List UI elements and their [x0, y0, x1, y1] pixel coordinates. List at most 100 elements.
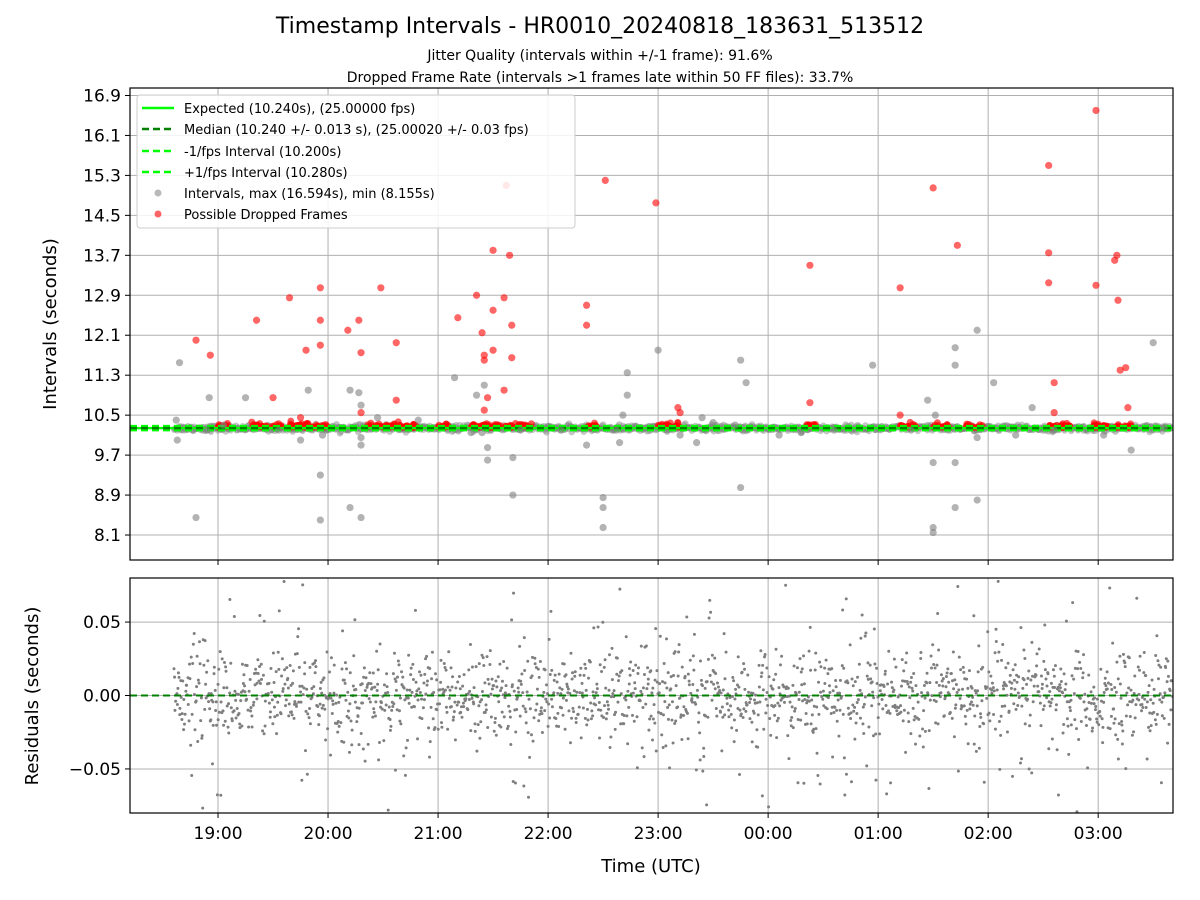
residual-point [1144, 674, 1148, 678]
residual-point [480, 653, 484, 657]
residual-point [321, 703, 325, 707]
residual-point [305, 687, 309, 691]
residual-point [179, 695, 183, 699]
residual-point [987, 711, 991, 715]
residual-point [332, 691, 336, 695]
residual-point [239, 699, 243, 703]
residual-point [285, 666, 289, 670]
residual-point [831, 689, 835, 693]
residual-point [715, 714, 719, 718]
residual-point [1158, 698, 1162, 702]
residual-point [499, 725, 503, 729]
residual-point [1127, 656, 1131, 660]
residual-point [921, 727, 925, 731]
residual-point [565, 685, 569, 689]
residual-point [683, 674, 687, 678]
residual-point [263, 699, 267, 703]
residual-point [418, 670, 422, 674]
residual-point [1044, 677, 1048, 681]
residual-point [648, 717, 652, 721]
residual-point [411, 677, 415, 681]
residual-point [329, 656, 333, 660]
residual-point [335, 693, 339, 697]
interval-outlier-point [830, 426, 838, 434]
residual-point [1051, 668, 1055, 672]
residual-point [664, 637, 668, 641]
residual-point [644, 644, 648, 648]
residual-point [318, 686, 322, 690]
residual-point [792, 664, 796, 668]
residual-point [595, 682, 599, 686]
residual-point [659, 712, 663, 716]
residual-point [555, 680, 559, 684]
residual-point [658, 634, 662, 638]
residual-point [808, 625, 812, 629]
residuals-plot-area [130, 536, 1173, 813]
residual-point [724, 536, 727, 539]
residual-point [216, 718, 220, 722]
residual-point [1127, 686, 1131, 690]
residual-point [838, 691, 842, 695]
residual-point [798, 657, 802, 661]
residual-point [258, 681, 262, 685]
residual-point [871, 734, 875, 738]
residual-point [687, 683, 691, 687]
residual-point [909, 732, 913, 736]
residual-point [508, 715, 512, 719]
residual-point [1079, 666, 1083, 670]
residual-point [177, 675, 181, 679]
residual-point [894, 665, 898, 669]
residual-point [996, 579, 1000, 583]
residual-point [457, 700, 461, 704]
residual-point [766, 703, 770, 707]
residual-point [331, 702, 335, 706]
interval-outlier-point [173, 436, 181, 444]
residual-point [469, 729, 473, 733]
residual-point [273, 715, 277, 719]
residual-point [814, 727, 818, 731]
residual-point [1157, 663, 1161, 667]
residual-point [750, 740, 754, 744]
residual-point [1042, 659, 1046, 663]
residual-point [260, 677, 264, 681]
residual-point [818, 660, 822, 664]
residual-point [1133, 716, 1137, 720]
residual-point [692, 632, 696, 636]
residual-point [558, 686, 562, 690]
interval-outlier-point [219, 421, 228, 429]
residual-point [280, 657, 284, 661]
residual-point [968, 702, 972, 706]
residual-point [723, 713, 727, 717]
residual-point [817, 712, 821, 716]
residual-point [1085, 707, 1089, 711]
residual-point [982, 722, 986, 726]
residual-point [209, 692, 213, 696]
residual-point [568, 741, 572, 745]
residual-point [878, 689, 882, 693]
residual-point [642, 672, 646, 676]
residual-point [803, 697, 807, 701]
residual-point [544, 697, 548, 701]
residual-point [195, 685, 199, 689]
residual-point [578, 673, 582, 677]
residual-point [214, 708, 218, 712]
residual-point [1160, 714, 1164, 718]
residual-point [472, 686, 476, 690]
residual-point [604, 717, 608, 721]
residual-point [1082, 653, 1086, 657]
residual-point [211, 723, 215, 727]
residual-point [1071, 601, 1075, 605]
residual-point [347, 750, 351, 754]
residual-point [534, 708, 538, 712]
residual-point [856, 698, 860, 702]
residual-point [248, 677, 252, 681]
residual-point [678, 696, 682, 700]
residual-point [714, 707, 718, 711]
interval-outlier-point [316, 516, 324, 524]
residual-point [1125, 691, 1129, 695]
residual-point [505, 727, 509, 731]
residual-point [858, 716, 862, 720]
residual-point [802, 682, 806, 686]
residual-point [350, 743, 354, 747]
interval-outlier-point [737, 483, 745, 492]
